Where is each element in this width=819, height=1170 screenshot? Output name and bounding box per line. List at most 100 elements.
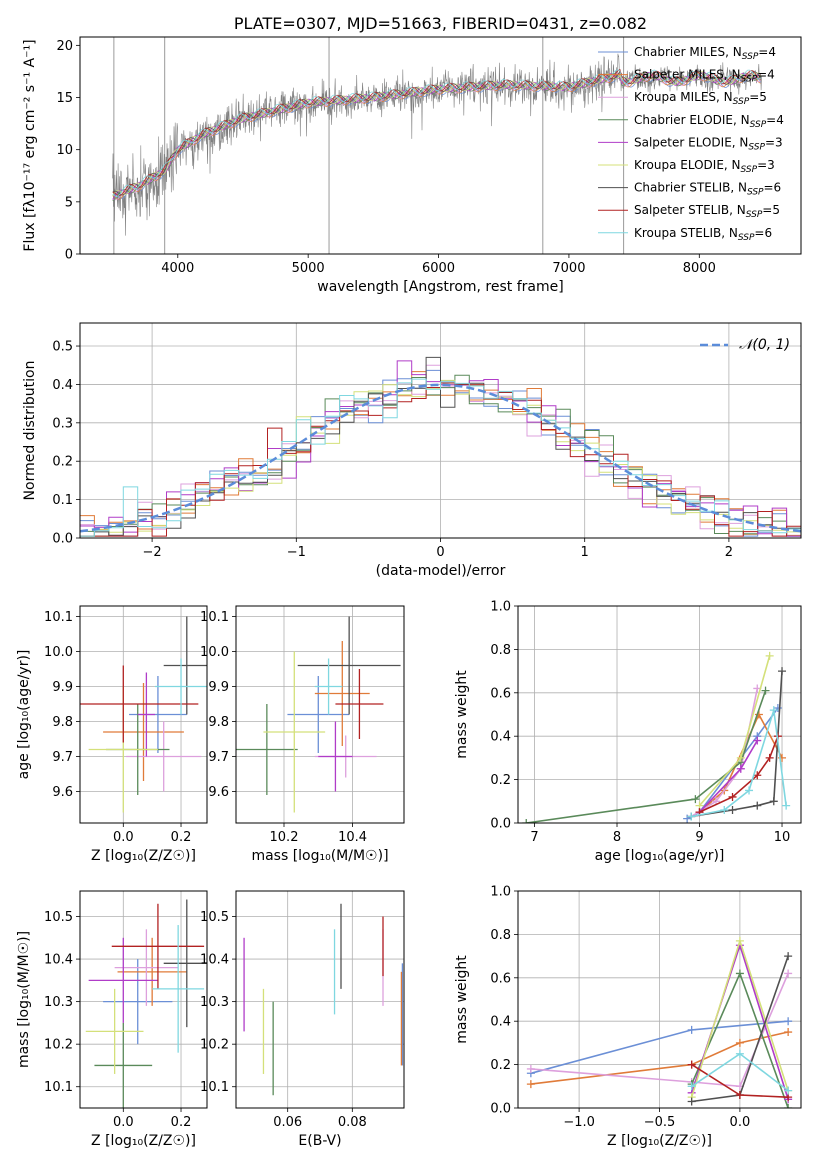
x-tick-label: 2 [725,545,733,560]
y-tick-label: 0.2 [490,773,511,788]
y-tick-label: 0.2 [490,1058,511,1073]
legend-subscript: SSP [741,165,758,175]
weight-point-marker [736,753,745,762]
y-axis-label: mass weight [454,955,470,1044]
y-tick-label: 10.5 [200,910,229,925]
y-tick-label: 0.8 [490,643,511,658]
legend-label: Salpeter ELODIE, N [634,135,748,149]
y-tick-label: 0.8 [490,928,511,943]
x-tick-label: −2 [143,545,162,560]
axes-frame [79,322,802,539]
y-tick-label: 10.3 [200,995,229,1010]
plot-area [80,356,801,537]
weight-point-marker [687,812,696,821]
weight-series-line [530,1031,789,1085]
plot-area [80,616,207,813]
legend-label: Salpeter STELIB, N [634,203,746,217]
weight-point-marker [765,753,774,762]
weight-point-marker [687,1082,696,1091]
y-tick-label: 0.0 [490,1102,511,1117]
legend-label: Chabrier MILES, N [634,45,742,59]
y-axis-label: age [log₁₀(age/yr)] [16,650,32,780]
x-axis-label: age [log₁₀(age/yr)] [595,848,725,864]
y-tick-label: 10.0 [200,645,229,660]
legend-entry: Chabrier ELODIE, NSSP=4 [634,113,784,130]
weight-point-marker [735,1049,744,1058]
y-tick-label: 0.4 [490,1015,511,1030]
legend-entry: Salpeter ELODIE, NSSP=3 [634,135,783,152]
axes-mass_vs_ebv: 0.06 0.08 10.1 10.2 10.3 10.4 10.5 E(B-V) [200,890,405,1149]
weight-point-marker [753,801,762,810]
axes-frame [79,36,802,255]
legend-entry: Chabrier MILES, NSSP=4 [634,45,776,62]
y-tick-label: 15 [56,91,73,106]
y-tick-label: 9.9 [208,680,229,695]
weight-point-marker [526,1064,535,1073]
weight-point-marker [728,792,737,801]
x-tick-label: 6000 [422,261,455,276]
y-tick-label: 10.5 [44,910,73,925]
plot-area [526,936,793,1108]
legend-subscript: SSP [750,120,767,130]
legend-entry: Kroupa STELIB, NSSP=6 [634,226,772,243]
x-tick-label: 1 [581,545,589,560]
axes-frame [517,890,802,1109]
observed-spectrum-line [112,53,763,236]
legend-subscript: SSP [741,75,758,85]
x-tick-label: 0.06 [273,1115,302,1130]
weight-point-marker [522,819,531,823]
y-tick-label: 0.3 [52,416,73,431]
plot-area [112,37,763,254]
x-tick-label: 10.2 [270,830,299,845]
weight-series-line [526,690,767,823]
weight-point-marker [769,797,778,806]
weight-point-marker [736,764,745,773]
x-tick-label: 0.2 [171,1115,192,1130]
legend-subscript: SSP [748,142,765,152]
y-tick-label: 0.6 [490,971,511,986]
weight-point-marker [720,805,729,814]
residual-histogram-step [80,378,801,537]
x-tick-label: 8 [613,830,621,845]
weight-point-marker [784,969,793,978]
weight-point-marker [735,1090,744,1099]
x-tick-label: 4000 [161,261,194,276]
x-tick-label: 7 [530,830,538,845]
axes-residuals: −2 −1 0 1 2 0.0 0.1 0.2 0.3 0.4 0.5 (data-model)/er… [22,322,802,579]
chart-title: PLATE=0307, MJD=51663, FIBERID=0431, z=0… [234,14,647,33]
legend-value: =3 [757,158,775,172]
weight-point-marker [687,1025,696,1034]
y-tick-label: 9.6 [52,785,73,800]
weight-point-marker [728,805,737,814]
weight-point-marker [526,1080,535,1089]
x-tick-label: 0.08 [338,1115,367,1130]
weight-point-marker [735,936,744,945]
axes-frame [517,605,802,824]
weight-point-marker [769,706,778,715]
y-tick-label: 1.0 [490,600,511,615]
y-axis-label: mass [log₁₀(M/M☉)] [16,931,32,1068]
model-spectrum-line [112,70,761,196]
weight-point-marker [782,801,791,810]
y-tick-label: 10.2 [44,1038,73,1053]
weight-point-marker [784,1028,793,1037]
x-axis-label: E(B-V) [298,1133,341,1149]
legend-subscript: SSP [742,52,759,62]
x-tick-label: −1.0 [563,1115,595,1130]
x-tick-label: 10 [774,830,791,845]
weight-point-marker [683,814,692,823]
legend-value: =5 [762,203,780,217]
weight-point-marker [761,686,770,695]
y-tick-label: 9.9 [52,680,73,695]
weight-point-marker [745,786,754,795]
x-tick-label: −0.5 [644,1115,676,1130]
weight-point-marker [691,795,700,804]
y-tick-label: 0.4 [490,730,511,745]
legend-value: =6 [764,181,782,195]
legend-label: Salpeter MILES, N [634,68,741,82]
y-tick-label: 5 [65,195,73,210]
weight-series-line [698,655,771,807]
y-axis-label: mass weight [454,670,470,759]
axes-weight_vs_age: 7 8 9 10 0.0 0.2 0.4 0.6 0.8 1.0 age [log₁₀(age/yr… [454,600,802,864]
